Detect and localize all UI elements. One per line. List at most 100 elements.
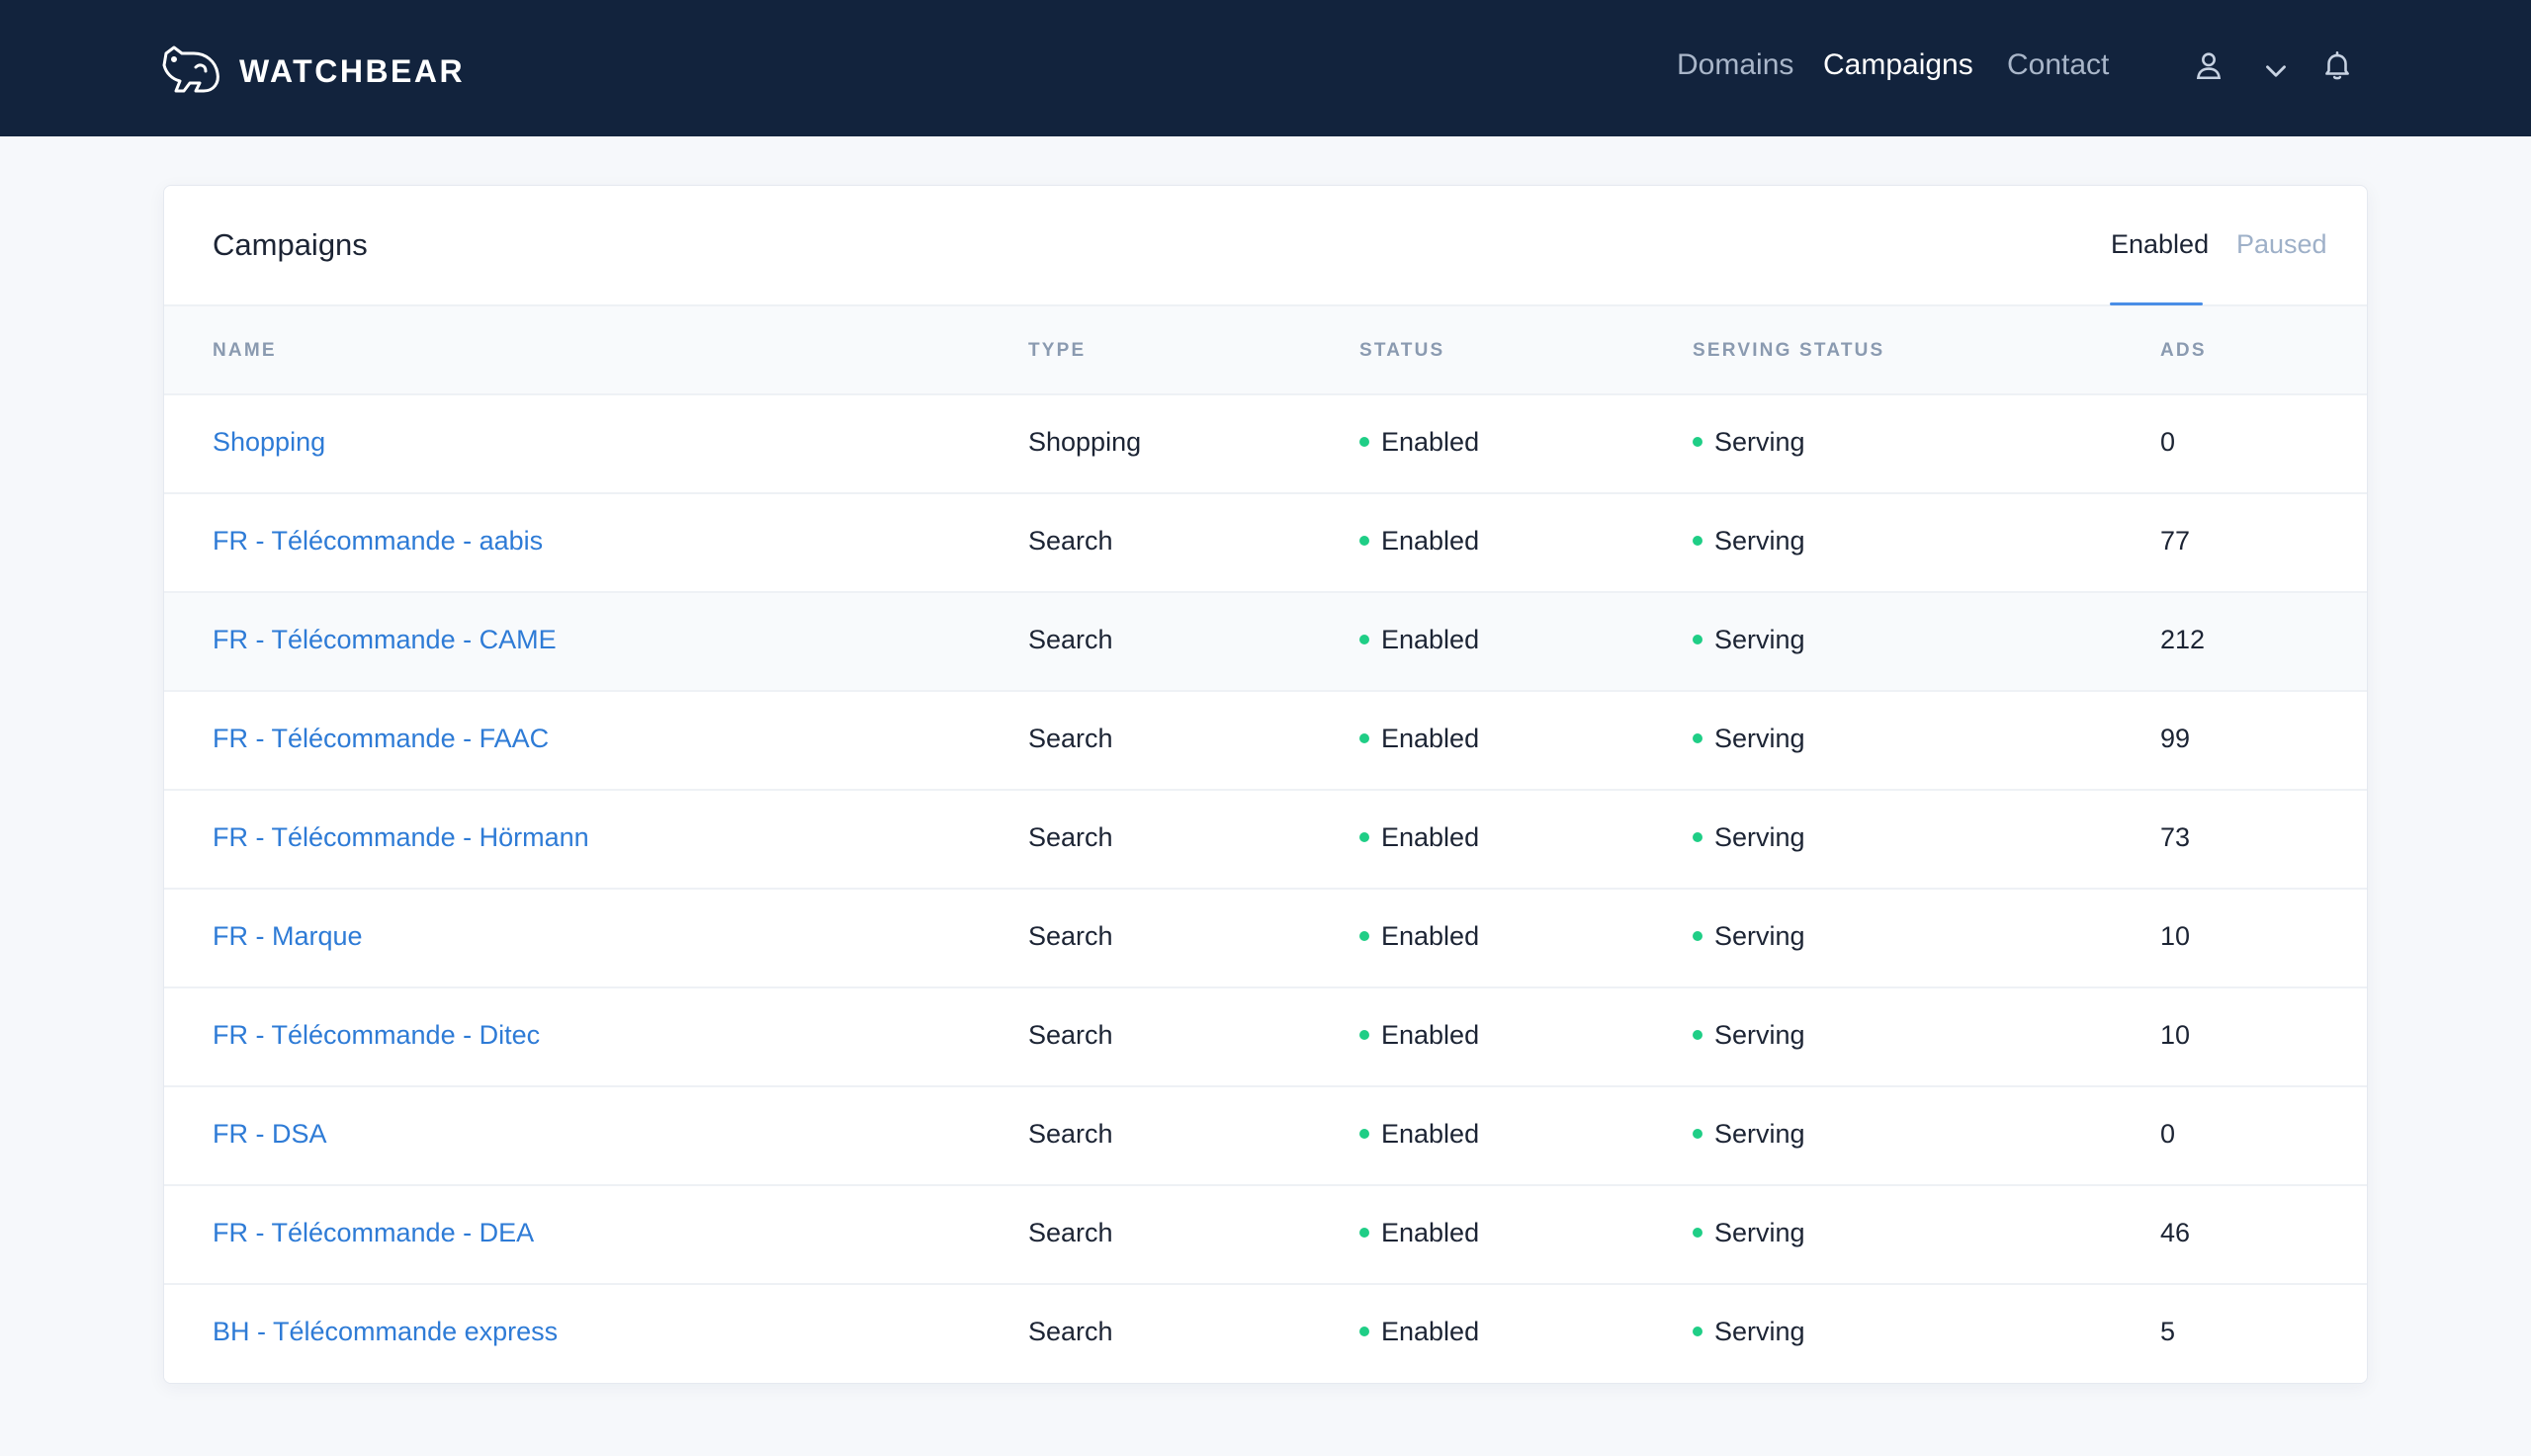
campaign-name-link[interactable]: FR - Télécommande - CAME — [213, 625, 557, 654]
serving-dot — [1693, 930, 1702, 941]
table-row[interactable]: FR - Marque Search Enabled Serving 10 — [164, 890, 2367, 988]
nav-item-contact[interactable]: Contact — [2007, 43, 2109, 87]
campaign-name-link[interactable]: FR - Télécommande - Ditec — [213, 1020, 541, 1050]
nav-link-domains[interactable]: Domains — [1677, 48, 1794, 81]
serving-status-cell: Serving — [1693, 1317, 1805, 1347]
status-dot — [1359, 732, 1369, 743]
serving-dot — [1693, 535, 1702, 546]
status-dot — [1359, 1029, 1369, 1040]
serving-dot — [1693, 1029, 1702, 1040]
status-text: Enabled — [1381, 625, 1480, 654]
status-text: Enabled — [1381, 526, 1480, 556]
status-text: Enabled — [1381, 1119, 1480, 1149]
campaign-name-link[interactable]: FR - DSA — [213, 1119, 327, 1149]
serving-status-text: Serving — [1714, 1218, 1805, 1247]
tab-enabled[interactable]: Enabled — [2111, 229, 2210, 259]
status-dot — [1359, 634, 1369, 644]
table-row[interactable]: FR - Télécommande - CAME Search Enabled … — [164, 593, 2367, 692]
ads-count: 10 — [2160, 921, 2191, 951]
brand[interactable]: WATCHBEAR — [160, 43, 465, 99]
campaign-type: Search — [1028, 1317, 1113, 1346]
status-cell: Enabled — [1359, 427, 1479, 458]
serving-status-cell: Serving — [1693, 822, 1805, 853]
status-cell: Enabled — [1359, 1020, 1479, 1051]
page-title: Campaigns — [213, 227, 368, 262]
ads-count: 10 — [2160, 1020, 2191, 1050]
campaign-name-link[interactable]: FR - Télécommande - DEA — [213, 1218, 535, 1247]
status-text: Enabled — [1381, 1020, 1480, 1050]
column-header-serving-status[interactable]: SERVING STATUS — [1693, 340, 1885, 361]
campaign-name-link[interactable]: FR - Télécommande - Hörmann — [213, 822, 589, 852]
campaign-name-link[interactable]: BH - Télécommande express — [213, 1317, 559, 1346]
ads-count: 46 — [2160, 1218, 2191, 1247]
nav-item-campaigns[interactable]: Campaigns — [1823, 43, 1973, 87]
table-row[interactable]: BH - Télécommande express Search Enabled… — [164, 1285, 2367, 1383]
serving-status-cell: Serving — [1693, 921, 1805, 952]
table-row[interactable]: FR - Télécommande - Ditec Search Enabled… — [164, 988, 2367, 1087]
serving-status-cell: Serving — [1693, 1020, 1805, 1051]
column-header-type[interactable]: TYPE — [1028, 340, 1087, 361]
serving-status-cell: Serving — [1693, 625, 1805, 655]
status-dot — [1359, 930, 1369, 941]
campaign-name-link[interactable]: FR - Télécommande - aabis — [213, 526, 544, 556]
serving-status-text: Serving — [1714, 1317, 1805, 1346]
status-cell: Enabled — [1359, 921, 1479, 952]
column-header-status[interactable]: STATUS — [1359, 340, 1445, 361]
ads-count: 212 — [2160, 625, 2206, 654]
serving-dot — [1693, 1326, 1702, 1336]
ads-count: 73 — [2160, 822, 2191, 852]
campaign-type: Search — [1028, 1020, 1113, 1050]
table-row[interactable]: FR - Télécommande - FAAC Search Enabled … — [164, 692, 2367, 791]
user-icon[interactable] — [2189, 45, 2228, 85]
status-cell: Enabled — [1359, 625, 1479, 655]
status-cell: Enabled — [1359, 1218, 1479, 1248]
campaign-type: Search — [1028, 526, 1113, 556]
serving-status-cell: Serving — [1693, 1218, 1805, 1248]
table-row[interactable]: FR - Télécommande - DEA Search Enabled S… — [164, 1186, 2367, 1285]
bell-icon[interactable] — [2317, 45, 2357, 85]
nav-link-campaigns[interactable]: Campaigns — [1823, 48, 1973, 81]
status-text: Enabled — [1381, 427, 1480, 457]
campaign-type: Search — [1028, 1218, 1113, 1247]
campaigns-card: Campaigns Enabled Paused NAME TYPE STATU… — [163, 185, 2368, 1384]
status-cell: Enabled — [1359, 526, 1479, 557]
status-cell: Enabled — [1359, 1317, 1479, 1347]
table-body: Shopping Shopping Enabled Serving 0 FR -… — [164, 395, 2367, 1383]
serving-dot — [1693, 1227, 1702, 1238]
serving-status-cell: Serving — [1693, 724, 1805, 754]
ads-count: 0 — [2160, 427, 2176, 457]
campaign-name-link[interactable]: Shopping — [213, 427, 326, 457]
status-dot — [1359, 1326, 1369, 1336]
serving-status-text: Serving — [1714, 822, 1805, 852]
table-row[interactable]: FR - Télécommande - aabis Search Enabled… — [164, 494, 2367, 593]
ads-count: 99 — [2160, 724, 2191, 753]
column-header-ads[interactable]: ADS — [2160, 340, 2207, 361]
campaign-type: Search — [1028, 1119, 1113, 1149]
campaign-name-link[interactable]: FR - Télécommande - FAAC — [213, 724, 550, 753]
status-dot — [1359, 831, 1369, 842]
ads-count: 5 — [2160, 1317, 2176, 1346]
status-text: Enabled — [1381, 1317, 1480, 1346]
serving-status-text: Serving — [1714, 427, 1805, 457]
status-dot — [1359, 1227, 1369, 1238]
chevron-down-icon[interactable] — [2256, 51, 2296, 91]
bear-logo-icon — [160, 43, 223, 100]
ads-count: 0 — [2160, 1119, 2176, 1149]
tab-paused[interactable]: Paused — [2236, 229, 2327, 259]
column-header-name[interactable]: NAME — [213, 340, 277, 361]
table-row[interactable]: FR - DSA Search Enabled Serving 0 — [164, 1087, 2367, 1186]
serving-dot — [1693, 1128, 1702, 1139]
table-row[interactable]: Shopping Shopping Enabled Serving 0 — [164, 395, 2367, 494]
campaign-name-link[interactable]: FR - Marque — [213, 921, 363, 951]
nav-item-domains[interactable]: Domains — [1677, 43, 1793, 87]
table-row[interactable]: FR - Télécommande - Hörmann Search Enabl… — [164, 791, 2367, 890]
status-dot — [1359, 1128, 1369, 1139]
card-header: Campaigns Enabled Paused — [164, 186, 2367, 306]
active-tab-indicator — [2110, 302, 2203, 305]
table-header: NAME TYPE STATUS SERVING STATUS ADS — [164, 306, 2367, 395]
status-text: Enabled — [1381, 921, 1480, 951]
ads-count: 77 — [2160, 526, 2191, 556]
nav-link-contact[interactable]: Contact — [2007, 48, 2110, 81]
serving-status-cell: Serving — [1693, 526, 1805, 557]
serving-dot — [1693, 436, 1702, 447]
